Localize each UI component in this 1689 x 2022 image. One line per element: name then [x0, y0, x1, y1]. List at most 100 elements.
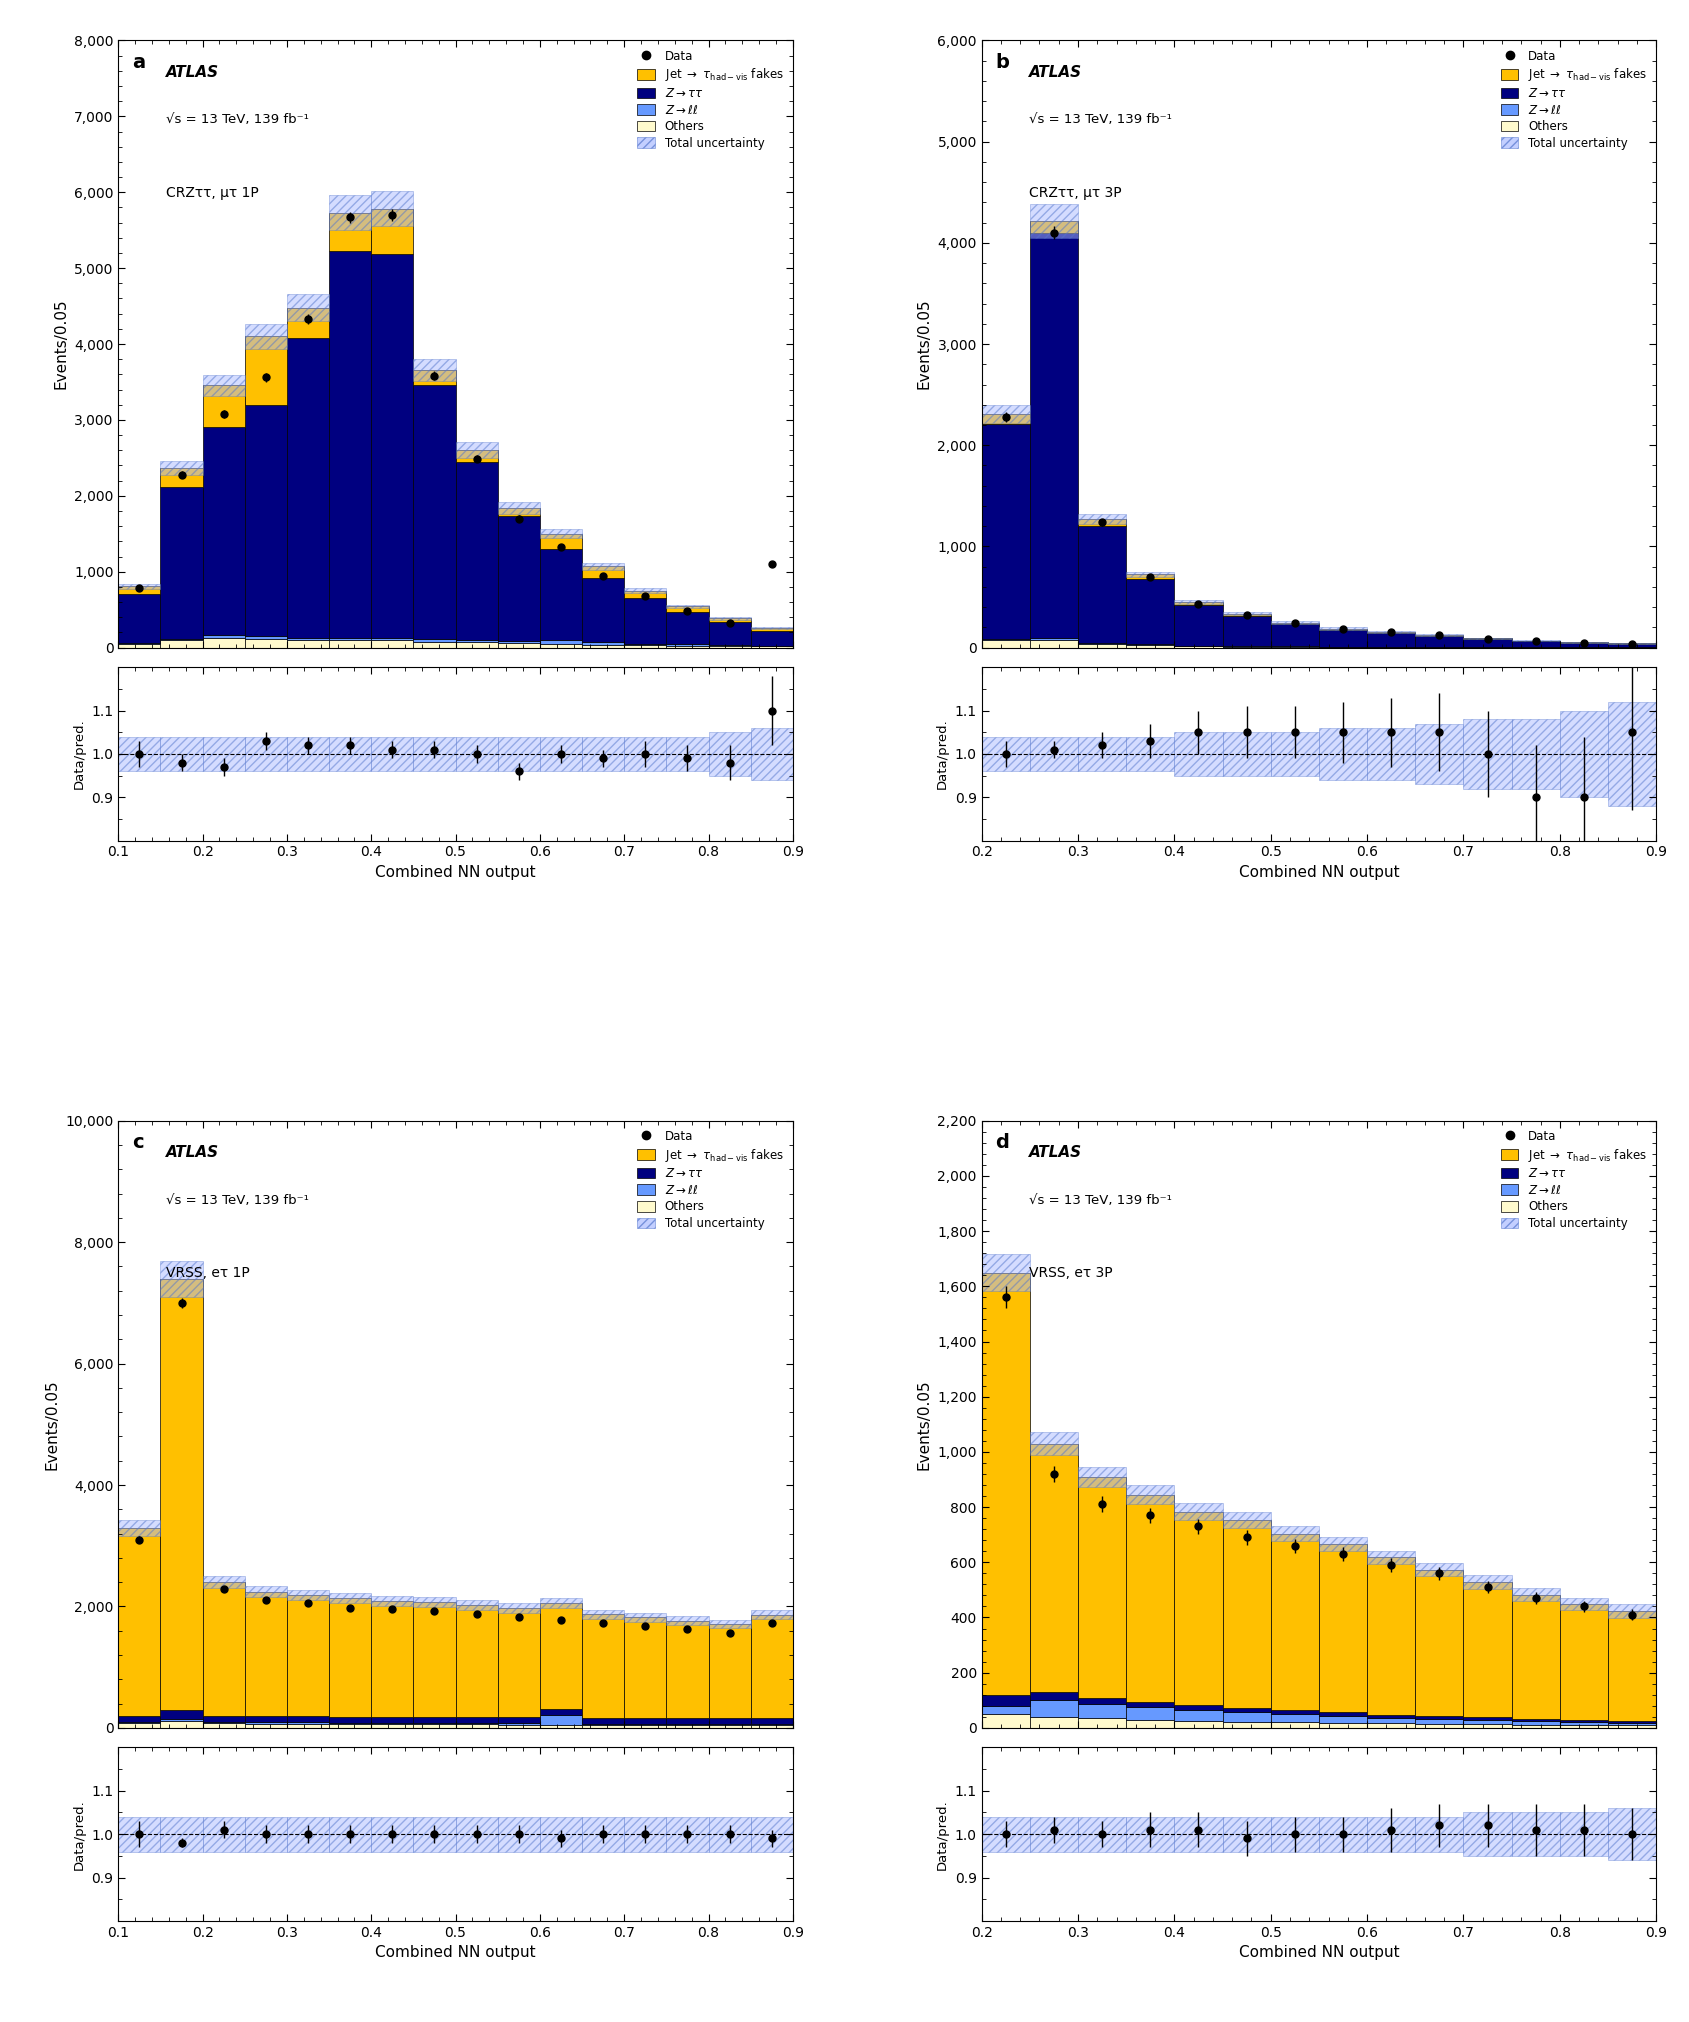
Bar [1366, 728, 1414, 780]
Bar [1606, 1723, 1655, 1725]
Bar [414, 736, 456, 770]
Bar [118, 1527, 160, 1717]
Bar [623, 1725, 665, 1729]
Bar [456, 641, 498, 643]
Bar [708, 617, 750, 621]
Bar [203, 1723, 245, 1729]
Bar [203, 1581, 245, 1717]
Bar [1606, 1721, 1655, 1723]
Bar [329, 1717, 372, 1723]
Bar [981, 1254, 1029, 1290]
Bar [581, 1818, 623, 1852]
Bar [1029, 1444, 1078, 1692]
Bar [414, 1717, 456, 1723]
Bar [1270, 1533, 1317, 1711]
Bar [160, 1721, 203, 1729]
Bar [539, 1725, 581, 1729]
Bar [665, 1719, 708, 1725]
Bar [981, 415, 1029, 425]
Bar [372, 1818, 414, 1852]
Y-axis label: Events/0.05: Events/0.05 [44, 1379, 59, 1470]
Bar [539, 1709, 581, 1715]
Bar [1606, 1612, 1655, 1721]
Bar [1317, 1537, 1366, 1551]
Bar [287, 1589, 329, 1599]
Text: c: c [132, 1132, 144, 1153]
Bar [372, 1725, 414, 1729]
Bar [1270, 1715, 1317, 1723]
Bar [623, 1614, 665, 1622]
Bar [1125, 1486, 1174, 1504]
Bar [118, 1717, 160, 1723]
Bar [498, 1725, 539, 1729]
Bar [1270, 625, 1317, 647]
Text: VRSS, eτ 3P: VRSS, eτ 3P [1029, 1266, 1111, 1280]
Bar [750, 728, 792, 780]
Bar [581, 1725, 623, 1729]
Bar [1174, 601, 1221, 605]
Bar [498, 643, 539, 647]
Bar [708, 619, 750, 623]
Bar [329, 196, 372, 231]
Bar [708, 1818, 750, 1852]
Bar [498, 1607, 539, 1717]
Bar [581, 1717, 623, 1723]
Text: ATLAS: ATLAS [1029, 65, 1081, 79]
Bar [1221, 615, 1270, 617]
Bar [414, 1725, 456, 1729]
Bar [1317, 627, 1366, 629]
Y-axis label: Data/pred.: Data/pred. [936, 718, 949, 789]
Bar [118, 1723, 160, 1729]
Bar [118, 736, 160, 770]
Bar [287, 1717, 329, 1723]
Bar [372, 208, 414, 255]
Bar [1463, 1812, 1510, 1856]
Bar [1174, 1711, 1221, 1721]
Bar [329, 251, 372, 637]
Bar [750, 627, 792, 629]
Bar [623, 1818, 665, 1852]
Legend: Data, Jet $\rightarrow$ $\tau_{\mathrm{had-vis}}$ fakes, $Z\rightarrow\tau\tau$,: Data, Jet $\rightarrow$ $\tau_{\mathrm{h… [633, 47, 787, 154]
Bar [1559, 1721, 1606, 1723]
Text: d: d [995, 1132, 1008, 1153]
Bar [1221, 1713, 1270, 1723]
Bar [329, 212, 372, 251]
Bar [287, 1723, 329, 1729]
Bar [160, 1278, 203, 1711]
Bar [372, 255, 414, 637]
Bar [203, 1717, 245, 1723]
Bar [1174, 1502, 1221, 1521]
Bar [1078, 1698, 1125, 1705]
Y-axis label: Events/0.05: Events/0.05 [915, 1379, 931, 1470]
Bar [1125, 574, 1174, 578]
Bar [329, 736, 372, 770]
Bar [981, 425, 1029, 639]
Bar [245, 336, 287, 404]
Bar [329, 1725, 372, 1729]
Bar [498, 736, 539, 770]
Text: VRSS, eτ 1P: VRSS, eτ 1P [166, 1266, 248, 1280]
Bar [287, 641, 329, 647]
Text: ATLAS: ATLAS [166, 65, 218, 79]
Bar [1174, 732, 1221, 776]
Bar [1174, 605, 1221, 645]
Bar [1174, 1818, 1221, 1852]
Bar [414, 1601, 456, 1717]
Bar [1221, 617, 1270, 647]
Bar [665, 1818, 708, 1852]
Bar [329, 637, 372, 641]
Bar [245, 1723, 287, 1729]
Bar [118, 1818, 160, 1852]
Bar [708, 1624, 750, 1719]
Bar [414, 1597, 456, 1607]
Bar [203, 635, 245, 637]
Bar [623, 1618, 665, 1717]
Bar [623, 645, 665, 647]
Bar [456, 461, 498, 641]
Bar [118, 1519, 160, 1535]
Bar [245, 1591, 287, 1717]
Bar [498, 641, 539, 643]
Bar [1078, 736, 1125, 770]
Bar [498, 1603, 539, 1614]
Bar [1463, 720, 1510, 789]
